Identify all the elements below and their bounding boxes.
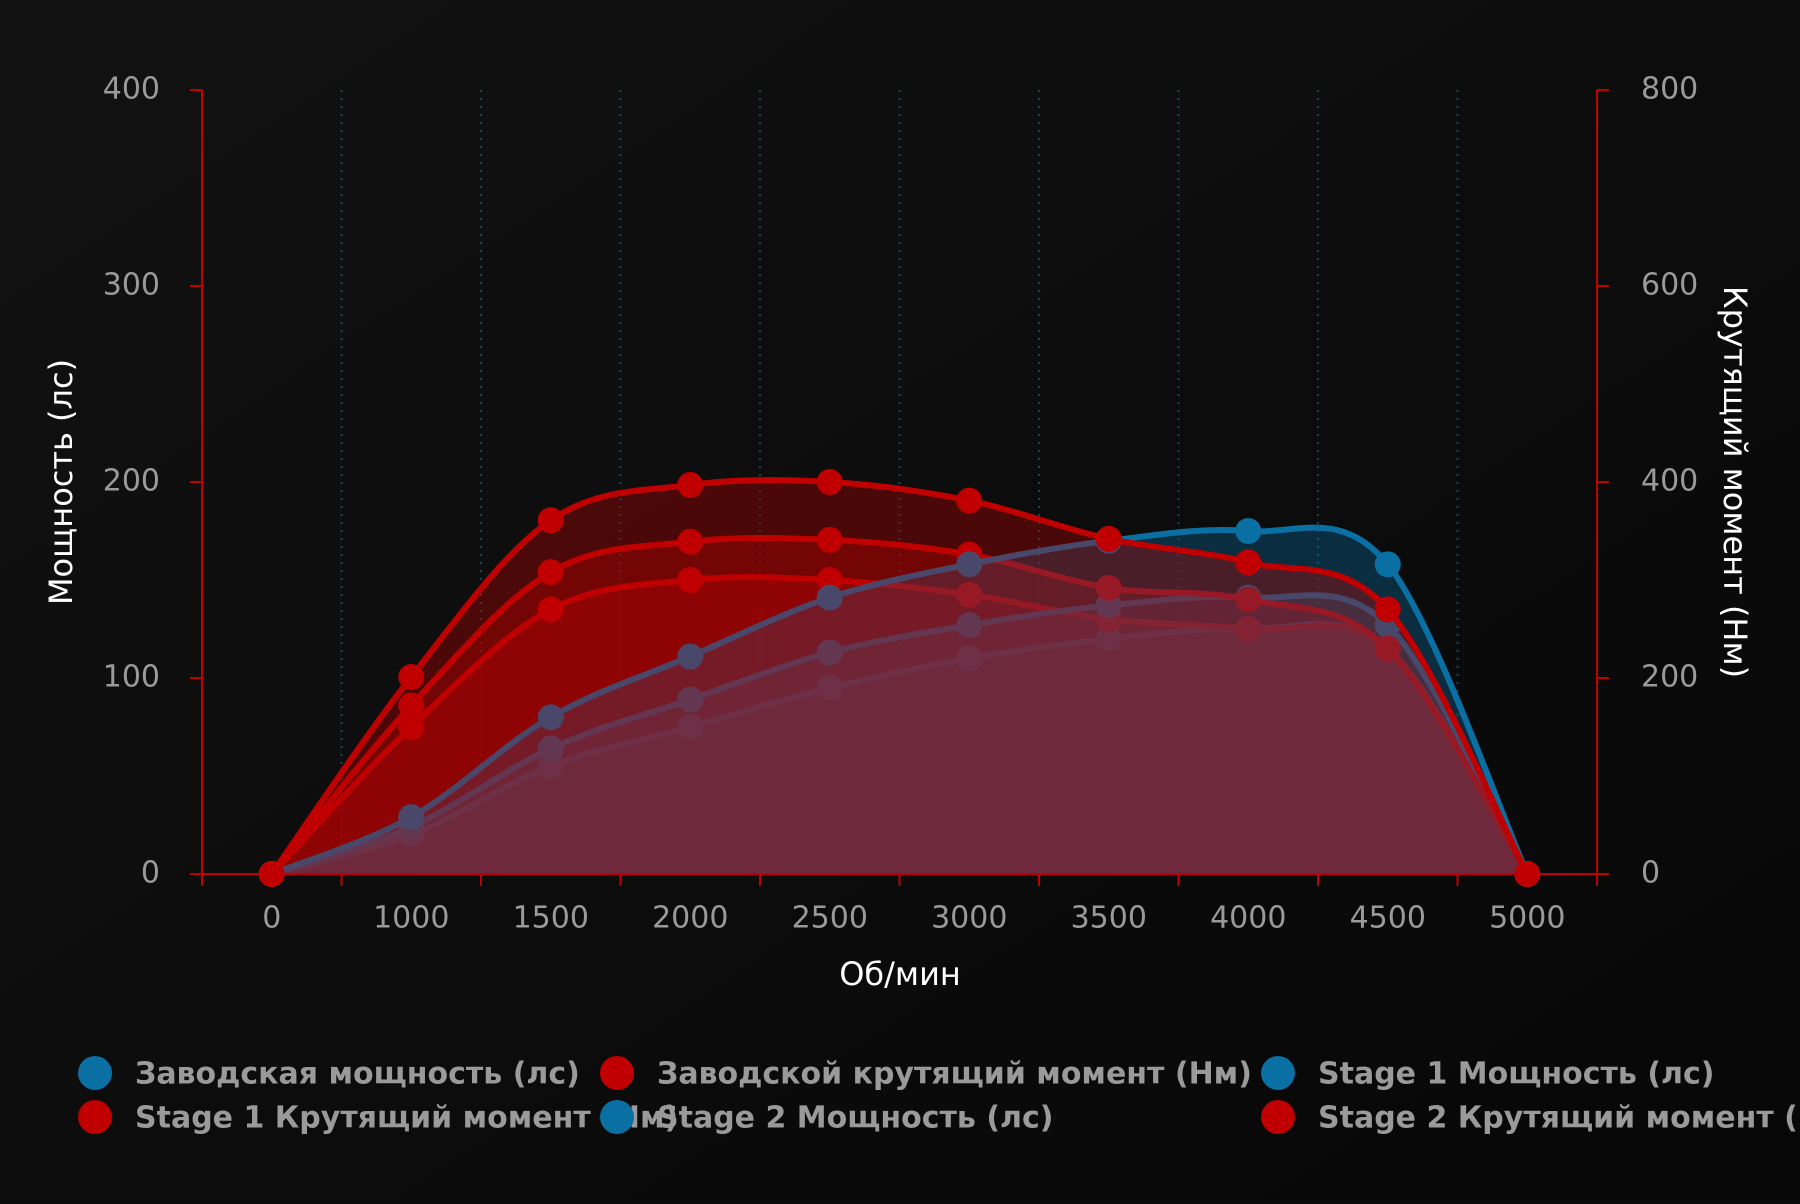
series-marker [956,612,983,639]
y2-tick-label: 800 [1641,72,1698,107]
series-marker [677,643,704,670]
y-tick-label: 0 [141,856,160,891]
legend-marker [600,1056,634,1090]
y2-tick-label: 0 [1641,856,1660,891]
series-marker [398,714,425,740]
series-marker [537,559,564,586]
series-marker [537,704,564,731]
legend-label: Заводской крутящий момент (Нм) [657,1057,1252,1092]
series-marker [677,471,704,498]
series-area [271,577,1528,874]
y2-tick-label: 600 [1641,268,1698,303]
series-marker [956,645,983,672]
series-marker [677,567,704,593]
x-tick-label: 4500 [1350,901,1426,936]
series-marker [1235,549,1262,576]
series-marker [816,674,843,701]
legend-label: Stage 1 Мощность (лс) [1318,1057,1715,1092]
series-line [269,574,1530,877]
x-tick-label: 3500 [1071,901,1147,936]
x-tick-label: 5000 [1489,901,1565,936]
series-line [269,534,1530,876]
series-marker [398,692,425,719]
legend-label: Stage 2 Мощность (лс) [657,1101,1054,1136]
series-marker [816,584,843,611]
series-marker [1235,518,1262,544]
series-marker [816,526,843,553]
series-marker [956,551,983,578]
legend-marker [78,1100,112,1134]
y-tick-label: 300 [103,268,160,303]
series-marker [1095,625,1122,652]
legend-label: Stage 1 Крутящий момент (Нм) [135,1101,678,1136]
series-marker [677,686,704,713]
y2-tick-label: 200 [1641,660,1698,695]
series-area [271,480,1528,874]
y-tick-label: 100 [103,660,160,695]
y2-tick-label: 400 [1641,464,1698,499]
series-line [270,524,1530,877]
y-axis-title: Мощность (лс) [42,359,80,605]
series-marker [537,507,564,534]
series-marker [677,528,704,555]
series-marker [537,735,564,762]
series-area [271,537,1528,874]
series-marker [398,804,425,831]
series-marker [537,596,564,623]
legend-marker [1261,1100,1295,1134]
x-tick-label: 3000 [931,901,1007,936]
series-marker [1235,586,1262,613]
legend-label: Stage 2 Крутящий момент (Нм) [1318,1101,1800,1136]
series-marker [816,469,843,495]
x-tick-label: 4000 [1210,901,1286,936]
x-tick-label: 1500 [513,901,589,936]
legend-marker [600,1100,634,1134]
series-area [271,595,1528,874]
series-marker [816,639,843,666]
x-axis-title: Об/мин [839,955,961,993]
y-tick-label: 200 [103,464,160,499]
series-marker [956,487,983,514]
series-area [271,527,1528,874]
x-tick-label: 2000 [652,901,728,936]
series-marker [956,581,983,608]
legend-label: Заводская мощность (лс) [135,1057,580,1092]
series-line [269,477,1530,876]
y2-axis-title: Крутящий момент (Нм) [1716,286,1754,678]
series-marker [1374,596,1401,623]
x-tick-label: 1000 [373,901,449,936]
series-marker [1235,616,1262,642]
series-line [270,592,1530,877]
series-marker [677,714,704,740]
series-marker [1095,525,1122,552]
series-marker [1095,574,1122,601]
series-area [271,624,1528,874]
x-tick-label: 2500 [792,901,868,936]
series-marker [1374,551,1401,578]
series-marker [1374,635,1401,662]
legend-marker [78,1056,112,1090]
y-tick-label: 400 [103,72,160,107]
legend-marker [1261,1056,1295,1090]
x-tick-label: 0 [262,901,281,936]
series-marker [398,664,425,691]
